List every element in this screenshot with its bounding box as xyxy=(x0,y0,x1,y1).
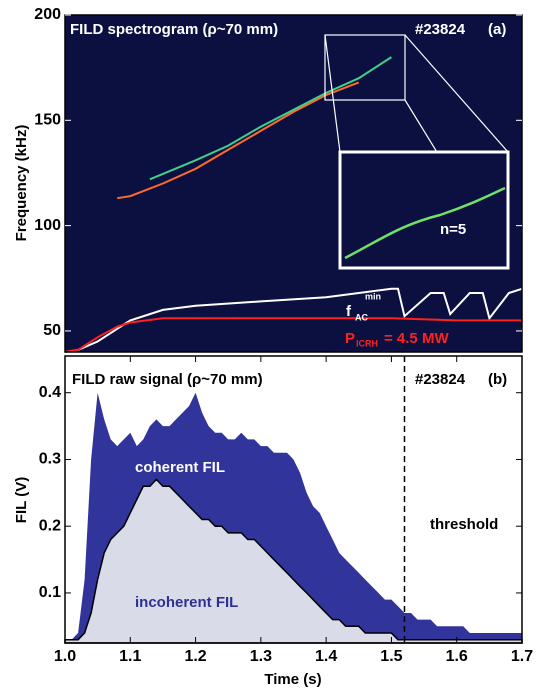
title: FILD spectrogram (ρ~70 mm) xyxy=(70,21,278,38)
y-axis-label: FIL (V) xyxy=(13,477,30,523)
annotation: n=5 xyxy=(440,221,466,238)
y-tick-label: 150 xyxy=(34,112,61,129)
annotation: threshold xyxy=(430,516,498,533)
x-axis-label: Time (s) xyxy=(264,671,321,688)
x-tick-label: 1.0 xyxy=(54,648,76,665)
y-tick-label: 0.1 xyxy=(39,584,61,601)
y-tick-label: 0.2 xyxy=(39,517,61,534)
zoom-line xyxy=(404,34,509,153)
panel-label: (b) xyxy=(488,371,507,388)
x-tick-label: 1.4 xyxy=(315,648,337,665)
plot-frame xyxy=(64,355,523,644)
line xyxy=(64,317,522,353)
annotation: f xyxy=(346,303,352,320)
y-tick-label: 50 xyxy=(43,322,61,339)
annotation: = 4.5 MW xyxy=(384,330,449,347)
shot: #23824 xyxy=(415,371,466,388)
panel-label: (a) xyxy=(488,21,506,38)
line xyxy=(149,56,392,181)
zoom-line xyxy=(324,34,341,153)
plot-frame xyxy=(64,14,523,353)
inset-mode xyxy=(344,186,506,260)
x-tick-label: 1.1 xyxy=(119,648,141,665)
y-tick-label: 0.3 xyxy=(39,451,61,468)
y-tick-label: 0.4 xyxy=(39,384,61,401)
area xyxy=(64,478,523,644)
title: FILD raw signal (ρ~70 mm) xyxy=(72,371,263,388)
y-tick-label: 200 xyxy=(34,6,61,23)
shot: #23824 xyxy=(415,21,466,38)
line xyxy=(117,81,360,200)
x-tick-label: 1.7 xyxy=(511,648,533,665)
annotation: coherent FIL xyxy=(135,459,225,476)
annotation: min xyxy=(365,291,381,301)
x-tick-label: 1.5 xyxy=(380,648,402,665)
x-tick-label: 1.2 xyxy=(184,648,206,665)
zoom-source-box xyxy=(324,34,406,101)
inset-box xyxy=(338,150,510,270)
annotation: P xyxy=(345,330,355,347)
annotation: incoherent FIL xyxy=(135,594,238,611)
annotation: ICRH xyxy=(356,338,378,348)
plots: 50 100 150 200 0.1 0.2 0.3 0.4 1.0 1.1 1.2 1.3 1.4 1.… xyxy=(34,6,533,665)
y-axis-label: Frequency (kHz) xyxy=(13,125,30,242)
annotation: AC xyxy=(355,312,368,322)
inset xyxy=(324,34,510,270)
y-tick-label: 100 xyxy=(34,217,61,234)
x-tick-label: 1.3 xyxy=(250,648,272,665)
x-tick-label: 1.6 xyxy=(446,648,468,665)
